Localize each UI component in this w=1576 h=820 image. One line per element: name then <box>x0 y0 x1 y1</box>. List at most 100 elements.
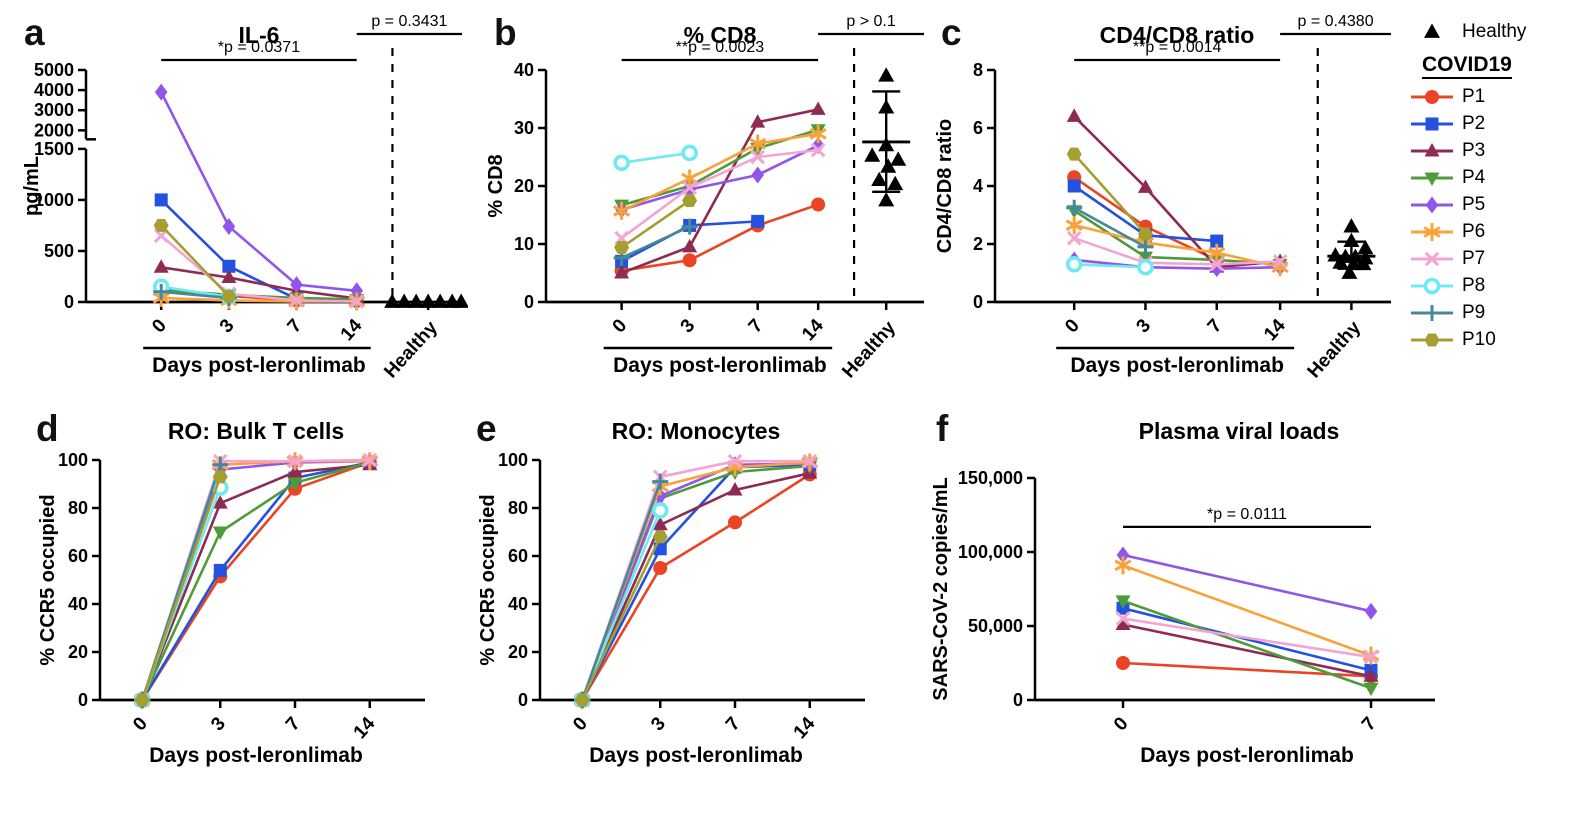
svg-text:0: 0 <box>524 292 534 312</box>
svg-text:CD4/CD8 ratio: CD4/CD8 ratio <box>934 119 956 253</box>
svg-text:14: 14 <box>337 315 367 345</box>
svg-text:1000: 1000 <box>34 190 74 210</box>
legend-item-p9: P9 <box>1408 299 1573 326</box>
svg-text:500: 500 <box>44 241 74 261</box>
svg-text:Healthy: Healthy <box>838 317 900 382</box>
panel-f-title: Plasma viral loads <box>1138 418 1340 444</box>
svg-text:7: 7 <box>1204 315 1227 337</box>
svg-text:40: 40 <box>68 594 88 614</box>
panel-b-chart: 0 10 20 30 40% CD8 **p = 0.0023 p > 0.1 0 3 7 14 He… <box>478 12 928 407</box>
panel-a: a IL-6 2000 3000 4000 5000 0 500 1000 1500 pg/mL… <box>8 12 470 407</box>
svg-text:2000: 2000 <box>34 120 74 140</box>
legend-item-p7: P7 <box>1408 245 1573 272</box>
svg-text:8: 8 <box>973 60 983 80</box>
panel-e-letter: e <box>476 408 497 449</box>
svg-text:3: 3 <box>207 713 230 735</box>
panel-c-title: CD4/CD8 ratio <box>1099 22 1255 48</box>
legend-item-p1: P1 <box>1408 83 1573 110</box>
svg-text:4000: 4000 <box>34 80 74 100</box>
svg-text:Healthy: Healthy <box>380 317 442 382</box>
svg-text:0: 0 <box>78 690 88 710</box>
panel-b-title: % CD8 <box>683 22 757 48</box>
legend-group-title: COVID19 <box>1422 53 1573 79</box>
svg-text:14: 14 <box>790 713 820 743</box>
legend-item-p3: P3 <box>1408 137 1573 164</box>
svg-text:1500: 1500 <box>34 139 74 159</box>
svg-text:Days post-leronlimab: Days post-leronlimab <box>1140 744 1354 767</box>
panel-c-chart: 0 2 4 6 8 CD4/CD8 ratio **p = 0.0014 p = 0.4380… <box>925 12 1395 407</box>
svg-text:0: 0 <box>1110 713 1133 735</box>
panel-a-title: IL-6 <box>238 22 280 48</box>
svg-text:Days post-leronlimab: Days post-leronlimab <box>1070 354 1284 377</box>
svg-text:40: 40 <box>508 594 528 614</box>
svg-text:3: 3 <box>216 315 239 337</box>
legend-label-p2: P2 <box>1462 112 1486 134</box>
legend-item-p10: P10 <box>1408 326 1573 353</box>
svg-text:40: 40 <box>514 60 534 80</box>
legend-label-p8: P8 <box>1462 274 1486 296</box>
svg-text:Days post-leronlimab: Days post-leronlimab <box>589 744 803 767</box>
svg-text:20: 20 <box>68 642 88 662</box>
svg-text:3: 3 <box>1133 315 1156 337</box>
svg-text:0: 0 <box>1061 315 1084 337</box>
svg-text:7: 7 <box>284 315 307 337</box>
svg-text:0: 0 <box>64 292 74 312</box>
svg-text:50,000: 50,000 <box>968 616 1023 636</box>
svg-text:7: 7 <box>745 315 768 337</box>
svg-text:100,000: 100,000 <box>958 542 1023 562</box>
svg-text:pg/mL: pg/mL <box>21 156 43 216</box>
legend-label-p5: P5 <box>1462 193 1486 215</box>
svg-text:% CCR5 occupied: % CCR5 occupied <box>37 494 59 665</box>
svg-text:Days post-leronlimab: Days post-leronlimab <box>152 354 366 377</box>
svg-text:0: 0 <box>1013 690 1023 710</box>
legend-label-p3: P3 <box>1462 139 1486 161</box>
svg-text:3: 3 <box>647 713 670 735</box>
legend-label-p9: P9 <box>1462 301 1486 323</box>
legend-label-p7: P7 <box>1462 247 1486 269</box>
svg-text:0: 0 <box>973 292 983 312</box>
panel-d: d RO: Bulk T cells 0 20 40 60 80 100 % CCR5 oc… <box>20 408 460 808</box>
svg-text:Days post-leronlimab: Days post-leronlimab <box>613 354 827 377</box>
legend-label-p4: P4 <box>1462 166 1486 188</box>
legend-item-p4: P4 <box>1408 164 1573 191</box>
panel-f-chart: 0 50,000 100,000 150,000 SARS-CoV-2 copies/m… <box>920 408 1470 808</box>
legend-item-p6: P6 <box>1408 218 1573 245</box>
legend-item-p5: P5 <box>1408 191 1573 218</box>
svg-text:3: 3 <box>677 315 700 337</box>
panel-e: e RO: Monocytes 0 20 40 60 80 100 % CCR5 occup… <box>460 408 900 808</box>
svg-text:0: 0 <box>569 713 592 735</box>
legend-item-p8: P8 <box>1408 272 1573 299</box>
panel-e-title: RO: Monocytes <box>611 418 781 444</box>
svg-text:80: 80 <box>508 498 528 518</box>
panel-f-letter: f <box>936 408 949 449</box>
svg-text:Days post-leronlimab: Days post-leronlimab <box>149 744 363 767</box>
svg-text:7: 7 <box>1358 713 1381 735</box>
panel-b-letter: b <box>494 12 517 53</box>
svg-text:20: 20 <box>514 176 534 196</box>
svg-text:**p = 0.0014: **p = 0.0014 <box>1133 39 1222 56</box>
svg-text:100: 100 <box>498 450 528 470</box>
svg-text:10: 10 <box>514 234 534 254</box>
panel-e-chart: 0 20 40 60 80 100 % CCR5 occupied 0 3 7 14 Days pos… <box>460 408 900 808</box>
svg-text:80: 80 <box>68 498 88 518</box>
svg-text:3000: 3000 <box>34 100 74 120</box>
svg-text:150,000: 150,000 <box>958 468 1023 488</box>
panel-d-chart: 0 20 40 60 80 100 % CCR5 occupied 0 3 7 14 Days pos… <box>20 408 460 808</box>
panel-a-letter: a <box>24 12 45 53</box>
svg-text:60: 60 <box>508 546 528 566</box>
svg-text:0: 0 <box>518 690 528 710</box>
svg-text:p > 0.1: p > 0.1 <box>846 13 895 30</box>
svg-text:SARS-CoV-2 copies/mL: SARS-CoV-2 copies/mL <box>930 477 952 700</box>
legend-label-p6: P6 <box>1462 220 1486 242</box>
svg-text:7: 7 <box>282 713 305 735</box>
svg-text:0: 0 <box>609 315 632 337</box>
panel-f: f Plasma viral loads 0 50,000 100,000 150,0… <box>920 408 1470 808</box>
svg-text:Healthy: Healthy <box>1304 317 1366 382</box>
svg-text:0: 0 <box>148 315 171 337</box>
svg-text:14: 14 <box>350 713 380 743</box>
svg-text:% CCR5 occupied: % CCR5 occupied <box>477 494 499 665</box>
svg-text:2: 2 <box>973 234 983 254</box>
legend-label-healthy: Healthy <box>1462 20 1527 42</box>
svg-text:7: 7 <box>722 713 745 735</box>
